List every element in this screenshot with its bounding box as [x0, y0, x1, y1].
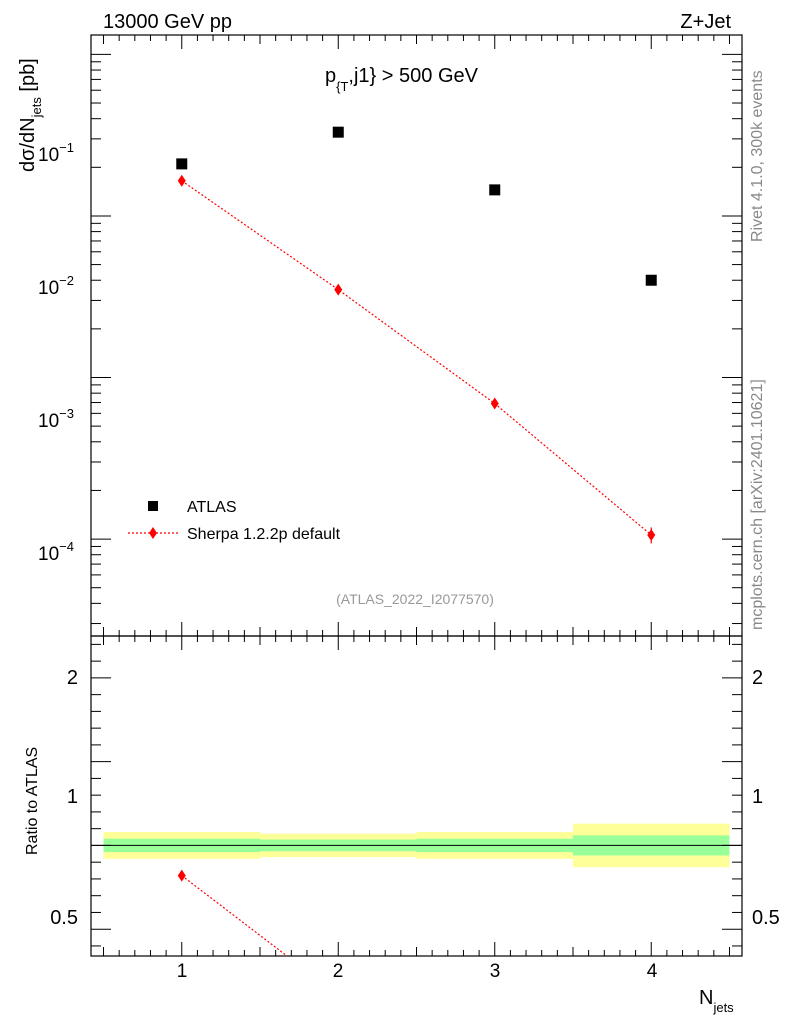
upper-y-axis-label-main: dσ/dN [17, 117, 39, 172]
process-label: Z+Jet [680, 11, 731, 33]
upper-y-axis-label-sub: jets [29, 97, 44, 119]
mcplots-site-label: mcplots.cern.ch [arXiv:2401.10621] [749, 379, 766, 630]
upper-y-tick-label: 10−2 [38, 273, 74, 299]
atlas-point [489, 184, 501, 196]
legend-atlas-marker [148, 501, 158, 511]
atlas-point [332, 126, 344, 138]
ratio-y-tick-label-left: 0.5 [50, 907, 78, 929]
upper-y-tick-label: 10−1 [38, 140, 74, 166]
ratio-y-axis-label: Ratio to ATLAS [24, 747, 41, 855]
upper-y-axis-label: dσ/dNjets [pb] [17, 58, 44, 172]
ratio-sherpa-line [181, 875, 288, 957]
cut-label-main: p [325, 65, 336, 87]
ratio-y-tick-label-right: 1 [752, 786, 763, 808]
legend-sherpa-label: Sherpa 1.2.2p default [187, 526, 341, 543]
analysis-tag: (ATLAS_2022_I2077570) [336, 591, 494, 607]
upper-y-tick-labels: 10−1 10−2 10−3 10−4 [38, 140, 74, 565]
x-tick-label: 4 [647, 961, 658, 982]
legend-sherpa-marker [149, 527, 157, 539]
atlas-point [645, 274, 657, 286]
ratio-plot-frame [90, 635, 743, 957]
x-tick-label: 3 [490, 961, 501, 982]
sherpa-point [177, 174, 186, 187]
sherpa-point [334, 283, 343, 296]
atlas-point [176, 158, 188, 170]
x-axis-label: Njets [699, 987, 734, 1015]
x-tick-label: 1 [177, 961, 188, 982]
x-tick-labels: 1 2 3 4 [177, 961, 658, 982]
upper-y-tick-label: 10−3 [38, 406, 74, 432]
x-axis-label-main: N [699, 987, 713, 1009]
upper-plot-frame [90, 34, 743, 637]
cut-label-sub: {T [336, 79, 348, 94]
legend: ATLAS Sherpa 1.2.2p default [128, 499, 341, 543]
ratio-y-tick-label-right: 0.5 [752, 907, 780, 929]
axis-ticks [91, 35, 742, 956]
x-axis-label-sub: jets [712, 1000, 734, 1015]
rivet-version-label: Rivet 4.1.0, 300k events [749, 70, 766, 242]
energy-label: 13000 GeV pp [103, 11, 232, 33]
x-tick-label: 2 [333, 961, 344, 982]
legend-atlas-label: ATLAS [187, 499, 237, 516]
cut-label-rest: ,j1} > 500 GeV [348, 65, 478, 87]
sherpa-points [177, 174, 656, 544]
ratio-y-tick-label-left: 1 [67, 786, 78, 808]
ratio-y-tick-label-right: 2 [752, 667, 763, 689]
ratio-y-tick-label-left: 2 [67, 667, 78, 689]
ratio-sherpa-point [177, 869, 186, 882]
sherpa-point [490, 397, 499, 410]
upper-y-tick-label: 10−4 [38, 539, 74, 565]
ratio-sherpa-points [177, 869, 186, 882]
sherpa-point [647, 528, 656, 541]
cut-label: p{T,j1} > 500 GeV [325, 65, 479, 94]
atlas-points [176, 126, 657, 286]
ratio-y-tick-labels: 2 1 0.5 2 1 0.5 [50, 667, 780, 929]
upper-y-axis-label-unit: [pb] [17, 58, 39, 97]
sherpa-line [181, 180, 652, 536]
